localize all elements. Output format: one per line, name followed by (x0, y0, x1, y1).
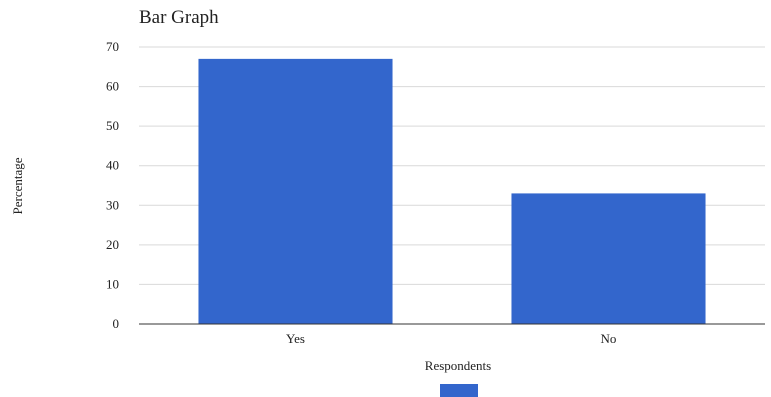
x-tick-label: No (601, 331, 617, 346)
y-tick-label: 0 (113, 316, 120, 331)
x-tick-labels: Yes No (286, 331, 616, 346)
chart-title: Bar Graph (139, 7, 219, 28)
y-tick-label: 50 (106, 118, 119, 133)
y-tick-label: 60 (106, 79, 119, 94)
y-tick-label: 70 (106, 39, 119, 54)
y-tick-label: 40 (106, 158, 119, 173)
x-axis-label: Respondents (424, 358, 492, 373)
y-tick-label: 10 (106, 276, 119, 291)
y-tick-label: 20 (106, 237, 119, 252)
bars (198, 58, 706, 324)
bar-yes (198, 58, 393, 324)
bar-no (511, 193, 706, 324)
y-tick-label: 30 (106, 197, 119, 212)
x-tick-label: Yes (286, 331, 305, 346)
y-tick-labels: 0 10 20 30 40 50 60 70 (106, 39, 119, 331)
legend-swatch (440, 384, 478, 397)
